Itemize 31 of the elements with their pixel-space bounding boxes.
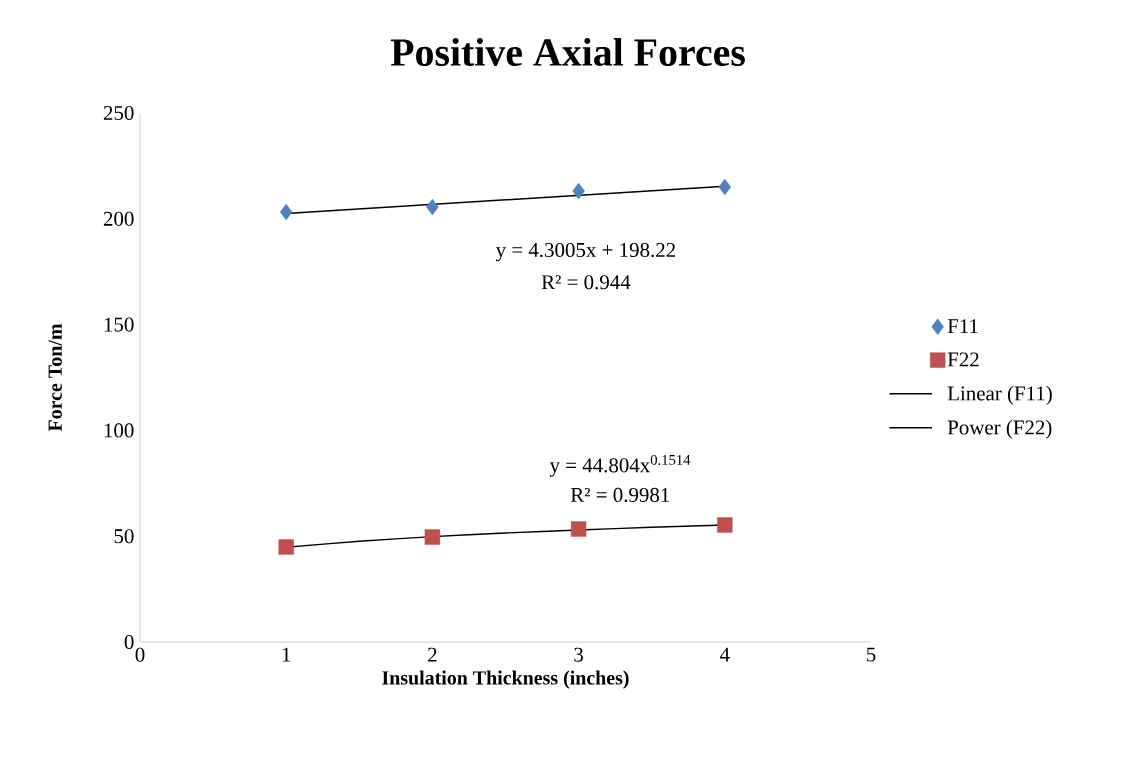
x-tick-label: 0 — [135, 647, 145, 662]
point — [424, 529, 441, 545]
annotation: y = 4.3005x + 198.22 — [495, 242, 676, 262]
annotation: y = 44.804x$^{0.1514}$ — [549, 454, 691, 477]
y-tick-label: 50 — [114, 529, 134, 544]
point — [280, 203, 293, 221]
x-tick-label: 2 — [428, 647, 437, 662]
y-tick-label: 250 — [103, 105, 134, 121]
y-tick-label: 200 — [103, 211, 134, 226]
y-axis-title: Force Ton/m — [48, 323, 62, 432]
y-tick-label: 150 — [104, 317, 134, 332]
annotation: R² = 0.9981 — [570, 487, 670, 503]
x-tick-label: 4 — [719, 647, 730, 662]
point — [570, 521, 587, 537]
x-axis-title: Insulation Thickness (inches) — [382, 670, 629, 689]
y-tick-label: 0 — [124, 634, 134, 650]
point — [717, 517, 733, 533]
legend-label: F11 — [947, 319, 978, 333]
chart-title: Positive Axial Forces — [390, 37, 745, 67]
legend-label: Power (F22) — [947, 419, 1052, 439]
y-tick-label: 100 — [104, 423, 134, 438]
legend-label: F22 — [947, 352, 979, 367]
point — [718, 178, 731, 196]
x-tick-label: 1 — [282, 647, 291, 662]
point — [278, 539, 294, 555]
x-tick-label: 3 — [574, 647, 584, 662]
annotation: R² = 0.944 — [541, 275, 631, 290]
x-tick-label: 5 — [866, 647, 876, 662]
point — [572, 182, 585, 200]
legend-label: Linear (F11) — [947, 385, 1052, 405]
point — [426, 198, 439, 216]
